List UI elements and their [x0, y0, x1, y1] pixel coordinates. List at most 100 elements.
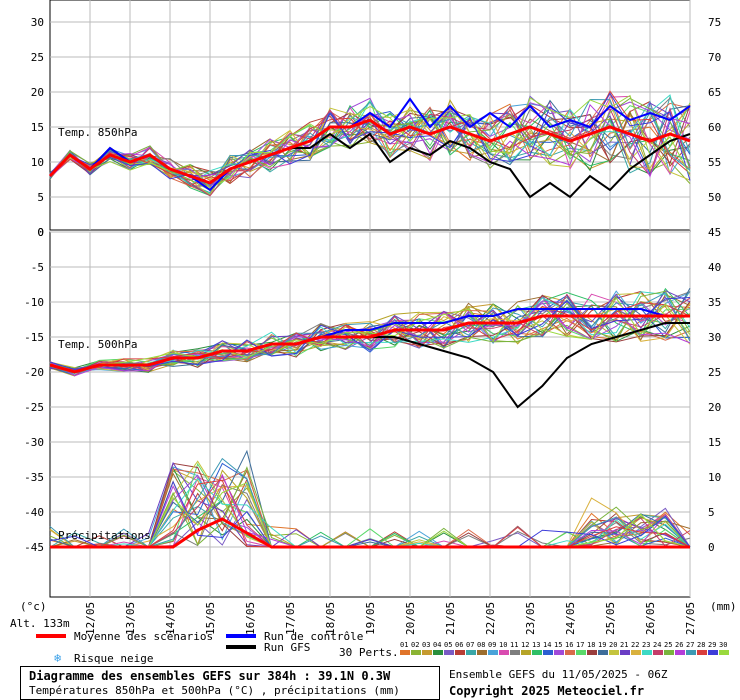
- pert-number: 28: [697, 641, 705, 649]
- pert-number: 20: [609, 641, 617, 649]
- footer-title-box: Diagramme des ensembles GEFS sur 384h : …: [20, 666, 440, 700]
- date-tick-label: 15/05: [204, 602, 217, 635]
- pert-number: 06: [455, 641, 463, 649]
- t850-mean-line: [48, 118, 691, 185]
- pert-number: 21: [620, 641, 628, 649]
- date-tick-label: 24/05: [564, 602, 577, 635]
- pert-number: 19: [598, 641, 606, 649]
- t500-left-tick: -25: [24, 401, 44, 414]
- legend-mean-label: Moyenne des scénarios: [74, 630, 213, 643]
- t500-left-tick: -5: [31, 261, 44, 274]
- pert-swatch: [521, 650, 531, 655]
- member-t500-line: [49, 297, 691, 371]
- date-tick-label: 14/05: [164, 602, 177, 635]
- pert-number: 25: [664, 641, 672, 649]
- date-tick-label: 27/05: [684, 602, 697, 635]
- t850-right-tick: 55: [708, 156, 721, 169]
- copyright: Copyright 2025 Meteociel.fr: [449, 684, 645, 698]
- date-tick-label: 22/05: [484, 602, 497, 635]
- pert-color-legend: 01 02 03 04 05 06 07 08 09 10 11 12 13 14 15 16 17 18 19 20…: [400, 641, 729, 655]
- date-tick-label: 20/05: [404, 602, 417, 635]
- pert-swatch: [664, 650, 674, 655]
- pert-swatch: [719, 650, 729, 655]
- pert-number: 13: [532, 641, 540, 649]
- date-tick-label: 19/05: [364, 602, 377, 635]
- pert-swatch: [532, 650, 542, 655]
- pert-number: 10: [499, 641, 507, 649]
- date-tick-label: 23/05: [524, 602, 537, 635]
- main-series: [48, 97, 691, 549]
- pert-swatch: [697, 650, 707, 655]
- precip-right-tick: 5: [708, 506, 715, 519]
- precip-right-tick: 0: [708, 541, 715, 554]
- pert-number: 01: [400, 641, 408, 649]
- pert-number: 05: [444, 641, 452, 649]
- t500-mean-line: [49, 314, 690, 374]
- t850-left-tick: 25: [31, 51, 44, 64]
- t850-left-tick: 15: [31, 121, 44, 134]
- pert-number: 26: [675, 641, 683, 649]
- member-t500-line: [49, 302, 691, 371]
- pert-swatch: [609, 650, 619, 655]
- precip-right-tick: 45: [708, 226, 721, 239]
- pert-number: 08: [477, 641, 485, 649]
- legend-gfs-label: Run GFS: [264, 641, 310, 654]
- pert-number: 07: [466, 641, 474, 649]
- t850-label: Temp. 850hPa: [58, 126, 137, 139]
- pert-number: 24: [653, 641, 661, 649]
- date-tick-label: 18/05: [324, 602, 337, 635]
- pert-swatch: [631, 650, 641, 655]
- grid-lines: [50, 0, 691, 597]
- member-t500-line: [49, 297, 691, 374]
- precip-right-tick: 30: [708, 331, 721, 344]
- precip-right-tick: 40: [708, 261, 721, 274]
- run-info: Ensemble GEFS du 11/05/2025 - 06Z: [449, 668, 668, 681]
- t500-left-tick: -10: [24, 296, 44, 309]
- member-precip-line: [49, 480, 691, 548]
- snowflake-icon: ❄: [54, 651, 61, 665]
- pert-swatch: [587, 650, 597, 655]
- pert-number: 11: [510, 641, 518, 649]
- member-t850-line: [49, 97, 691, 191]
- pert-number: 14: [543, 641, 551, 649]
- date-tick-label: 17/05: [284, 602, 297, 635]
- precip-label: Précipitations: [58, 529, 151, 542]
- altitude-label: Alt. 133m: [10, 617, 70, 630]
- pert-swatch: [708, 650, 718, 655]
- pert-number: 09: [488, 641, 496, 649]
- t850-left-tick: 5: [37, 191, 44, 204]
- precip-right-tick: 15: [708, 436, 721, 449]
- pert-number: 18: [587, 641, 595, 649]
- t850-right-tick: 70: [708, 51, 721, 64]
- pert-swatch: [576, 650, 586, 655]
- t850-right-tick: 60: [708, 121, 721, 134]
- t850-left-tick: 20: [31, 86, 44, 99]
- t500-left-tick: -20: [24, 366, 44, 379]
- member-t850-line: [49, 92, 691, 184]
- date-tick-label: 13/05: [124, 602, 137, 635]
- member-t850-line: [49, 98, 691, 180]
- t850-left-tick: 0: [37, 226, 44, 239]
- footer-title: Diagramme des ensembles GEFS sur 384h : …: [29, 669, 391, 683]
- unit-right: (mm): [710, 600, 737, 613]
- t500-left-tick: -40: [24, 506, 44, 519]
- pert-swatch: [422, 650, 432, 655]
- t850-left-tick: 30: [31, 16, 44, 29]
- t850-right-tick: 50: [708, 191, 721, 204]
- pert-swatch: [499, 650, 509, 655]
- pert-swatch: [565, 650, 575, 655]
- member-t850-line: [49, 90, 691, 187]
- pert-swatch: [455, 650, 465, 655]
- member-t850-line: [49, 94, 691, 189]
- footer-subtitle: Températures 850hPa et 500hPa (°C) , pré…: [29, 684, 400, 697]
- t500-label: Temp. 500hPa: [58, 338, 137, 351]
- pert-swatch: [488, 650, 498, 655]
- date-tick-label: 25/05: [604, 602, 617, 635]
- pert-number: 23: [642, 641, 650, 649]
- pert-number: 27: [686, 641, 694, 649]
- legend-perts-label: 30 Perts.: [339, 646, 399, 659]
- pert-number: 02: [411, 641, 419, 649]
- pert-swatch: [675, 650, 685, 655]
- t850-left-tick: 10: [31, 156, 44, 169]
